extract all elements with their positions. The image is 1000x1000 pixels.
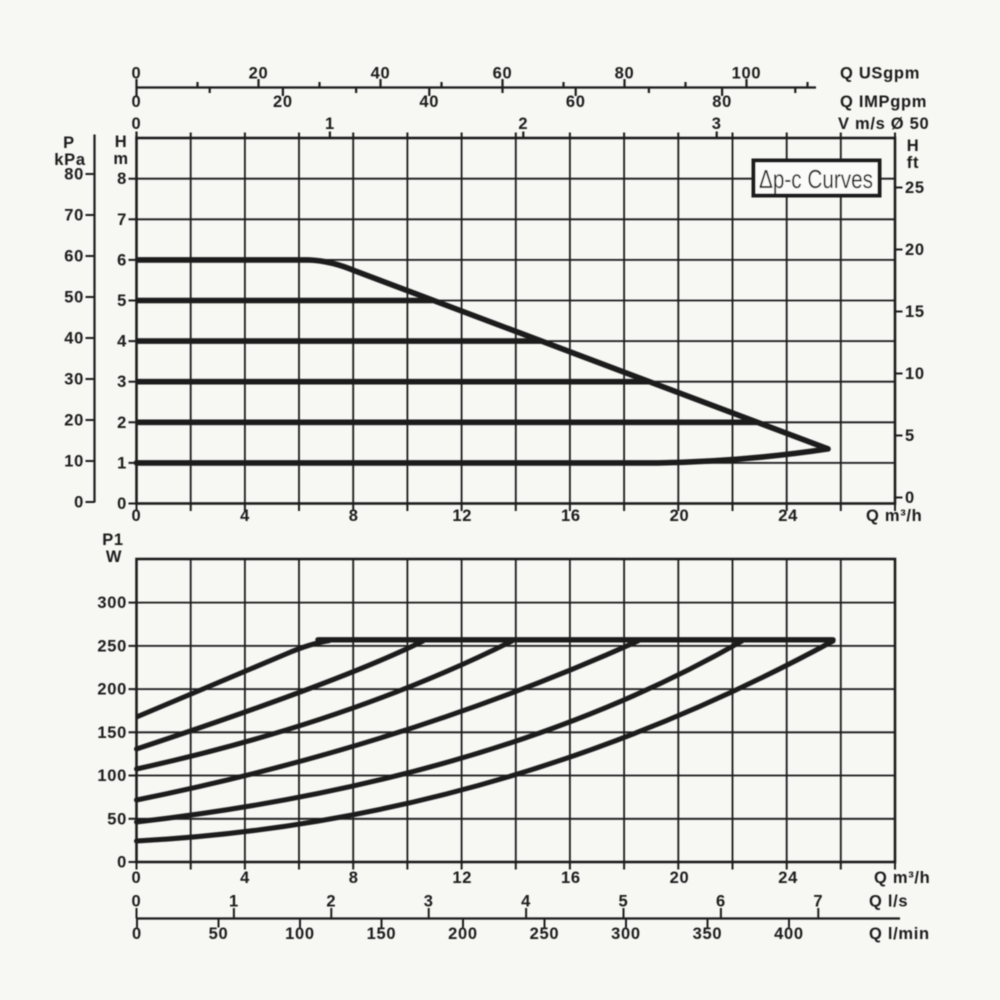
svg-text:16: 16 [561, 869, 581, 887]
svg-text:Q l/min: Q l/min [869, 925, 930, 943]
svg-text:20: 20 [249, 65, 269, 83]
svg-text:20: 20 [64, 412, 84, 430]
svg-text:P1: P1 [102, 531, 124, 549]
svg-text:12: 12 [452, 869, 472, 887]
svg-text:100: 100 [285, 925, 315, 943]
svg-text:V m/s Ø 50: V m/s Ø 50 [838, 115, 929, 133]
svg-text:Q m³/h: Q m³/h [866, 507, 922, 525]
svg-text:W: W [106, 548, 122, 566]
svg-text:0: 0 [74, 494, 84, 512]
svg-text:Q m³/h: Q m³/h [874, 869, 930, 887]
svg-text:80: 80 [712, 93, 732, 111]
svg-text:150: 150 [367, 925, 397, 943]
svg-text:50: 50 [209, 925, 229, 943]
svg-text:350: 350 [693, 925, 723, 943]
svg-text:60: 60 [566, 93, 586, 111]
svg-text:8: 8 [117, 170, 127, 188]
svg-text:5: 5 [619, 893, 629, 911]
svg-text:80: 80 [615, 65, 635, 83]
svg-text:50: 50 [107, 810, 127, 828]
svg-text:100: 100 [732, 65, 762, 83]
svg-text:0: 0 [132, 925, 142, 943]
svg-text:0: 0 [905, 489, 915, 507]
svg-text:24: 24 [778, 507, 798, 525]
svg-text:300: 300 [97, 594, 127, 612]
svg-text:40: 40 [371, 65, 391, 83]
svg-text:6: 6 [716, 893, 726, 911]
svg-text:1: 1 [117, 454, 127, 472]
svg-text:0: 0 [117, 495, 127, 513]
svg-text:40: 40 [64, 330, 84, 348]
svg-text:0: 0 [132, 893, 142, 911]
svg-text:4: 4 [240, 507, 250, 525]
svg-text:16: 16 [561, 507, 581, 525]
svg-text:H: H [115, 133, 128, 151]
svg-text:6: 6 [117, 251, 127, 269]
svg-text:20: 20 [670, 869, 690, 887]
svg-text:8: 8 [349, 507, 359, 525]
svg-text:0: 0 [132, 93, 142, 111]
svg-text:40: 40 [419, 93, 439, 111]
svg-text:0: 0 [132, 115, 142, 133]
svg-text:5: 5 [905, 427, 915, 445]
svg-text:1: 1 [229, 893, 239, 911]
svg-text:20: 20 [905, 241, 925, 259]
svg-text:10: 10 [905, 365, 925, 383]
svg-text:Q l/s: Q l/s [869, 893, 908, 911]
svg-text:300: 300 [611, 925, 641, 943]
svg-text:3: 3 [117, 373, 127, 391]
svg-text:0: 0 [132, 65, 142, 83]
svg-text:m: m [113, 150, 128, 168]
svg-text:5: 5 [117, 292, 127, 310]
svg-text:3: 3 [424, 893, 434, 911]
svg-text:400: 400 [774, 925, 804, 943]
svg-text:60: 60 [64, 248, 84, 266]
svg-text:4: 4 [240, 869, 250, 887]
svg-text:4: 4 [117, 333, 127, 351]
svg-text:P: P [63, 134, 75, 152]
svg-text:8: 8 [349, 869, 359, 887]
svg-text:ft: ft [907, 154, 919, 172]
svg-text:250: 250 [530, 925, 560, 943]
svg-text:200: 200 [448, 925, 478, 943]
svg-text:0: 0 [117, 854, 127, 872]
svg-text:7: 7 [117, 211, 127, 229]
svg-text:kPa: kPa [54, 151, 86, 169]
svg-text:3: 3 [712, 115, 722, 133]
svg-text:1: 1 [325, 115, 335, 133]
svg-text:Q IMPgpm: Q IMPgpm [840, 93, 927, 111]
svg-text:200: 200 [97, 681, 127, 699]
svg-text:4: 4 [521, 893, 531, 911]
svg-text:0: 0 [132, 869, 142, 887]
svg-text:70: 70 [64, 207, 84, 225]
svg-text:80: 80 [64, 166, 84, 184]
svg-text:2: 2 [518, 115, 528, 133]
svg-text:15: 15 [905, 303, 925, 321]
svg-text:H: H [907, 137, 920, 155]
svg-text:2: 2 [117, 414, 127, 432]
svg-text:0: 0 [132, 507, 142, 525]
svg-text:100: 100 [97, 767, 127, 785]
svg-text:10: 10 [64, 453, 84, 471]
svg-text:20: 20 [273, 93, 293, 111]
svg-text:50: 50 [64, 289, 84, 307]
svg-text:Q USgpm: Q USgpm [840, 65, 920, 83]
svg-text:150: 150 [97, 724, 127, 742]
svg-text:12: 12 [452, 507, 472, 525]
svg-text:Δp-c Curves: Δp-c Curves [759, 164, 873, 194]
svg-text:25: 25 [905, 179, 925, 197]
svg-text:250: 250 [97, 637, 127, 655]
svg-text:2: 2 [326, 893, 336, 911]
svg-text:7: 7 [813, 893, 823, 911]
svg-text:24: 24 [778, 869, 798, 887]
svg-text:60: 60 [493, 65, 513, 83]
svg-text:30: 30 [64, 371, 84, 389]
svg-text:20: 20 [670, 507, 690, 525]
